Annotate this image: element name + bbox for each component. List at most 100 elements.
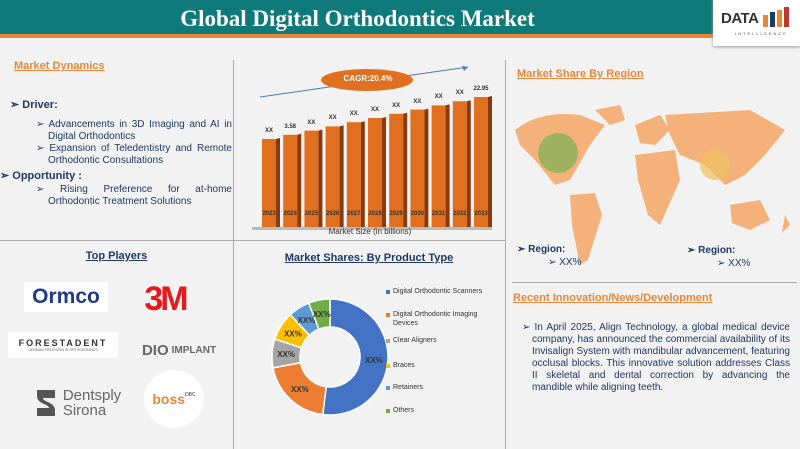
bar-2028 xyxy=(368,118,382,227)
dio-text: DIO xyxy=(141,341,169,359)
world-map xyxy=(515,105,790,265)
forestadent-sub: GERMAN PRECISION IN ORTHODONTICS xyxy=(28,348,98,352)
slice-data-label: XX% xyxy=(365,356,383,365)
bar-2024 xyxy=(283,134,298,227)
bar-2023 xyxy=(262,139,276,227)
legend-item: Braces xyxy=(386,361,486,370)
dentsply-icon xyxy=(36,390,55,416)
bar-side-2027 xyxy=(360,121,365,227)
region-value: ➢ XX% xyxy=(717,258,751,269)
divider xyxy=(505,60,506,449)
bar-side-2029 xyxy=(403,112,408,227)
pie-title: Market Shares: By Product Type xyxy=(284,252,454,264)
product-type-donut-chart: XX%XX%XX%XX%XX%XX% xyxy=(271,298,389,416)
region-highlight-north-america xyxy=(538,133,578,173)
bar-side-2024 xyxy=(297,133,302,227)
legend-item: Others xyxy=(386,406,486,415)
bar-data-label: XX xyxy=(434,94,443,101)
x-tick-label: 2026 xyxy=(325,211,340,217)
boss-text: boss xyxy=(152,391,186,407)
legend-label: Clear Aligners xyxy=(393,337,437,344)
top-players-title: Top Players xyxy=(85,250,148,262)
market-dynamics: ➢ Driver: ➢ Advancements in 3D Imaging a… xyxy=(0,96,232,208)
logo-sub: INTELLIGENCE xyxy=(735,31,788,36)
dio-implant-logo: DIO IMPLANT xyxy=(134,340,224,360)
3m-logo: 3M xyxy=(144,279,188,318)
legend-item: Digital Orthodontic Scanners xyxy=(386,287,486,296)
x-tick-label: 2025 xyxy=(304,211,319,217)
bar-data-label: 22.95 xyxy=(473,86,489,92)
dentsply-text: Dentsply xyxy=(62,387,122,404)
legend-swatch xyxy=(386,313,390,317)
legend-label: Braces xyxy=(393,362,415,369)
region-value: ➢ XX% xyxy=(548,257,582,268)
market-dynamics-title: Market Dynamics xyxy=(14,60,105,72)
page-title: Global Digital Orthodontics Market xyxy=(180,6,535,31)
cagr-label: CAGR:20.4% xyxy=(343,74,393,83)
legend-label: Digital Orthodontic Imaging Devices xyxy=(393,311,478,327)
bar-data-label: XX xyxy=(413,98,422,105)
datam-logo: DATA INTELLIGENCE xyxy=(713,0,800,46)
legend-label: Others xyxy=(393,407,415,414)
opportunity-label: ➢ Opportunity : xyxy=(0,170,82,182)
x-tick-label: 2031 xyxy=(431,211,446,217)
bar-data-label: XX xyxy=(349,111,358,118)
dbc-text: DBC xyxy=(185,392,196,398)
x-tick-label: 2024 xyxy=(283,211,297,217)
market-size-bar-chart xyxy=(252,66,492,230)
bar-side-2031 xyxy=(445,104,450,227)
region-label: ➢ Region: xyxy=(687,245,736,256)
cagr-badge xyxy=(321,69,413,91)
region-label: ➢ Region: xyxy=(517,244,566,255)
implant-text: IMPLANT xyxy=(171,344,217,356)
bar-2030 xyxy=(410,109,425,227)
bar-data-label: XX xyxy=(455,90,464,97)
legend-item: Retainers xyxy=(386,383,486,392)
slice-data-label: XX% xyxy=(291,385,309,394)
x-tick-label: 2030 xyxy=(410,211,425,217)
dentsply-sirona-logo: Dentsply Sirona xyxy=(22,385,134,421)
forestadent-text: FORESTADENT xyxy=(18,338,108,348)
legend-swatch xyxy=(386,409,390,413)
bar-data-label: XX xyxy=(370,107,379,113)
bar-side-2023 xyxy=(276,138,280,227)
bar-side-2032 xyxy=(466,100,471,227)
header-bar xyxy=(0,0,715,38)
legend-swatch xyxy=(386,290,390,294)
slice-data-label: XX% xyxy=(284,329,302,338)
legend-item: Clear Aligners xyxy=(386,336,486,345)
logo-text: DATA xyxy=(721,10,759,27)
chart-floor xyxy=(252,227,492,230)
donut-slice xyxy=(307,298,331,331)
bar-2031 xyxy=(431,105,446,227)
bar-2026 xyxy=(325,126,340,227)
news-text: ➢ In April 2025, Align Technology, a glo… xyxy=(522,322,790,393)
bar-2029 xyxy=(389,113,404,227)
region-title: Market Share By Region xyxy=(517,68,644,80)
bar-side-2028 xyxy=(382,117,386,227)
legend-label: Digital Orthodontic Scanners xyxy=(393,288,483,295)
bar-data-label: XX xyxy=(328,115,337,122)
sirona-text: Sirona xyxy=(62,402,107,419)
x-tick-label: 2029 xyxy=(389,211,403,217)
bar-data-label: XX xyxy=(307,119,316,126)
arrow-head-icon xyxy=(462,66,468,71)
driver-label: ➢ Driver: xyxy=(10,99,58,111)
x-tick-label: 2032 xyxy=(453,211,467,217)
legend-swatch xyxy=(386,339,390,343)
divider xyxy=(233,60,234,449)
x-tick-label: 2033 xyxy=(474,211,488,217)
legend-item: Digital Orthodontic Imaging Devices xyxy=(386,310,486,328)
boss-logo: boss DBC xyxy=(144,370,204,428)
donut-slice xyxy=(321,298,389,416)
legend-swatch xyxy=(386,364,390,368)
region-highlight-asia xyxy=(700,150,730,180)
driver-item: ➢ Expansion of Teledentistry and Remote … xyxy=(36,143,232,166)
bar-logo-icon xyxy=(763,7,789,27)
x-tick-label: 2028 xyxy=(368,211,382,217)
bar-2025 xyxy=(304,130,319,227)
opportunity-item: ➢ Rising Preference for at-home Orthodon… xyxy=(36,184,232,207)
bar-data-label: XX xyxy=(264,128,273,134)
legend-label: Retainers xyxy=(393,384,423,391)
legend-swatch xyxy=(386,386,390,390)
